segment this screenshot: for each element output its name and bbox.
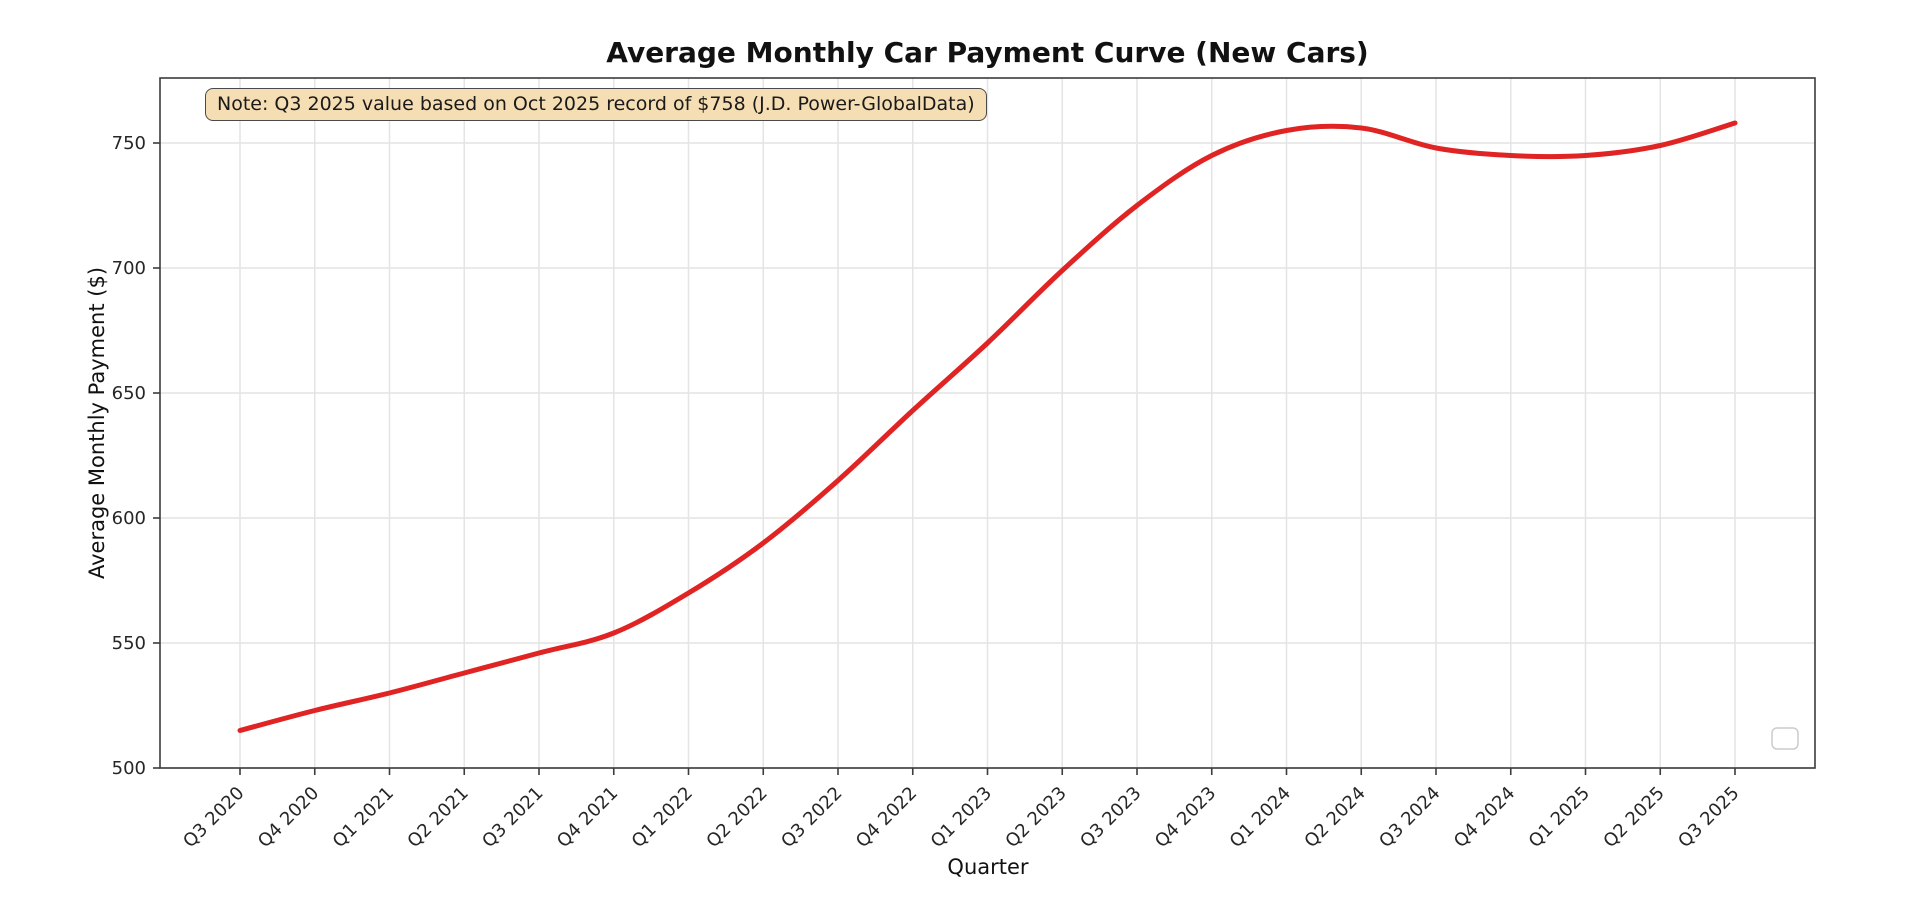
y-tick-label: 700 xyxy=(112,258,146,279)
x-tick-label: Q3 2025 xyxy=(1674,783,1743,852)
x-tick-label: Q4 2021 xyxy=(553,783,622,852)
payment-series-line xyxy=(237,120,1738,733)
x-tick-label: Q3 2023 xyxy=(1076,783,1145,852)
legend-box xyxy=(1771,727,1799,750)
chart-title: Average Monthly Car Payment Curve (New C… xyxy=(606,36,1369,69)
x-tick-label: Q2 2021 xyxy=(403,783,472,852)
x-tick-label: Q1 2022 xyxy=(628,783,697,852)
x-tick-label: Q4 2020 xyxy=(254,783,323,852)
x-tick-label: Q2 2022 xyxy=(702,783,771,852)
x-tick-label: Q3 2021 xyxy=(478,783,547,852)
x-tick-label: Q4 2023 xyxy=(1151,783,1220,852)
y-tick-label: 750 xyxy=(112,133,146,154)
y-tick-label: 550 xyxy=(112,633,146,654)
y-tick-label: 600 xyxy=(112,508,146,529)
x-tick-label: Q1 2025 xyxy=(1525,783,1594,852)
x-tick-label: Q1 2024 xyxy=(1226,783,1295,852)
x-tick-label: Q2 2025 xyxy=(1599,783,1668,852)
annotation-note: Note: Q3 2025 value based on Oct 2025 re… xyxy=(205,88,987,121)
x-tick-label: Q2 2024 xyxy=(1300,783,1369,852)
x-axis-label: Quarter xyxy=(947,855,1029,879)
x-tick-label: Q4 2024 xyxy=(1450,783,1519,852)
x-tick-label: Q4 2022 xyxy=(852,783,921,852)
x-tick-label: Q2 2023 xyxy=(1001,783,1070,852)
x-tick-label: Q1 2021 xyxy=(329,783,398,852)
y-axis-label: Average Monthly Payment ($) xyxy=(85,266,109,580)
y-tick-label: 650 xyxy=(112,383,146,404)
x-tick-label: Q1 2023 xyxy=(927,783,996,852)
x-tick-label: Q3 2024 xyxy=(1375,783,1444,852)
x-tick-label: Q3 2020 xyxy=(179,783,248,852)
y-tick-label: 500 xyxy=(112,758,146,779)
x-tick-label: Q3 2022 xyxy=(777,783,846,852)
